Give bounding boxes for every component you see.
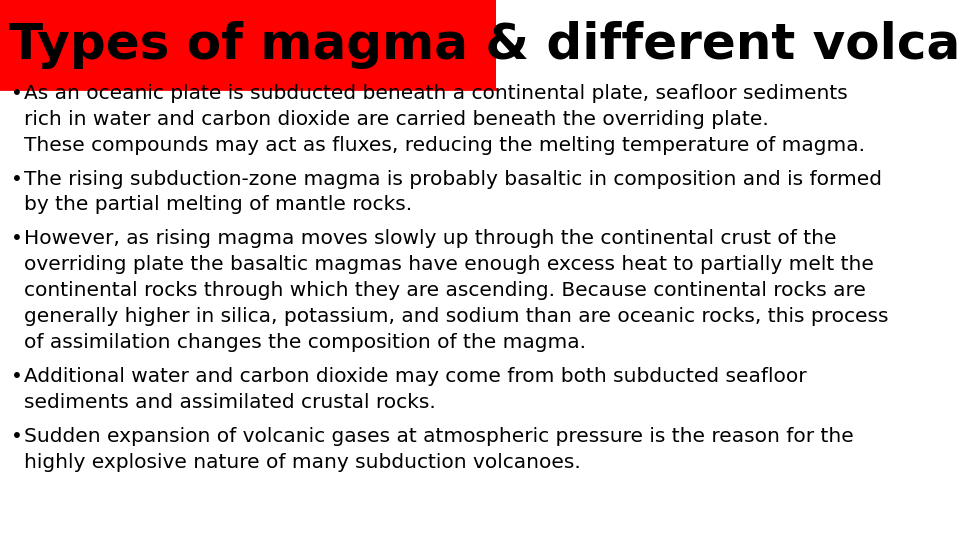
Text: •: • bbox=[11, 367, 23, 386]
Text: Types of magma & different volcano types: Types of magma & different volcano types bbox=[9, 21, 960, 69]
Text: •: • bbox=[11, 170, 23, 188]
Text: by the partial melting of mantle rocks.: by the partial melting of mantle rocks. bbox=[24, 195, 412, 214]
Text: rich in water and carbon dioxide are carried beneath the overriding plate.: rich in water and carbon dioxide are car… bbox=[24, 110, 769, 129]
Text: continental rocks through which they are ascending. Because continental rocks ar: continental rocks through which they are… bbox=[24, 281, 866, 300]
Text: As an oceanic plate is subducted beneath a continental plate, seafloor sediments: As an oceanic plate is subducted beneath… bbox=[24, 84, 848, 103]
Text: highly explosive nature of many subduction volcanoes.: highly explosive nature of many subducti… bbox=[24, 453, 581, 472]
Text: generally higher in silica, potassium, and sodium than are oceanic rocks, this p: generally higher in silica, potassium, a… bbox=[24, 307, 888, 326]
Text: sediments and assimilated crustal rocks.: sediments and assimilated crustal rocks. bbox=[24, 393, 436, 412]
Text: However, as rising magma moves slowly up through the continental crust of the: However, as rising magma moves slowly up… bbox=[24, 230, 836, 248]
Text: •: • bbox=[11, 427, 23, 446]
Text: of assimilation changes the composition of the magma.: of assimilation changes the composition … bbox=[24, 333, 586, 352]
Text: •: • bbox=[11, 84, 23, 103]
Text: overriding plate the basaltic magmas have enough excess heat to partially melt t: overriding plate the basaltic magmas hav… bbox=[24, 255, 874, 274]
Text: Sudden expansion of volcanic gases at atmospheric pressure is the reason for the: Sudden expansion of volcanic gases at at… bbox=[24, 427, 853, 446]
FancyBboxPatch shape bbox=[0, 0, 496, 89]
Text: These compounds may act as fluxes, reducing the melting temperature of magma.: These compounds may act as fluxes, reduc… bbox=[24, 136, 865, 154]
Text: The rising subduction-zone magma is probably basaltic in composition and is form: The rising subduction-zone magma is prob… bbox=[24, 170, 882, 188]
Text: •: • bbox=[11, 230, 23, 248]
Text: Additional water and carbon dioxide may come from both subducted seafloor: Additional water and carbon dioxide may … bbox=[24, 367, 806, 386]
